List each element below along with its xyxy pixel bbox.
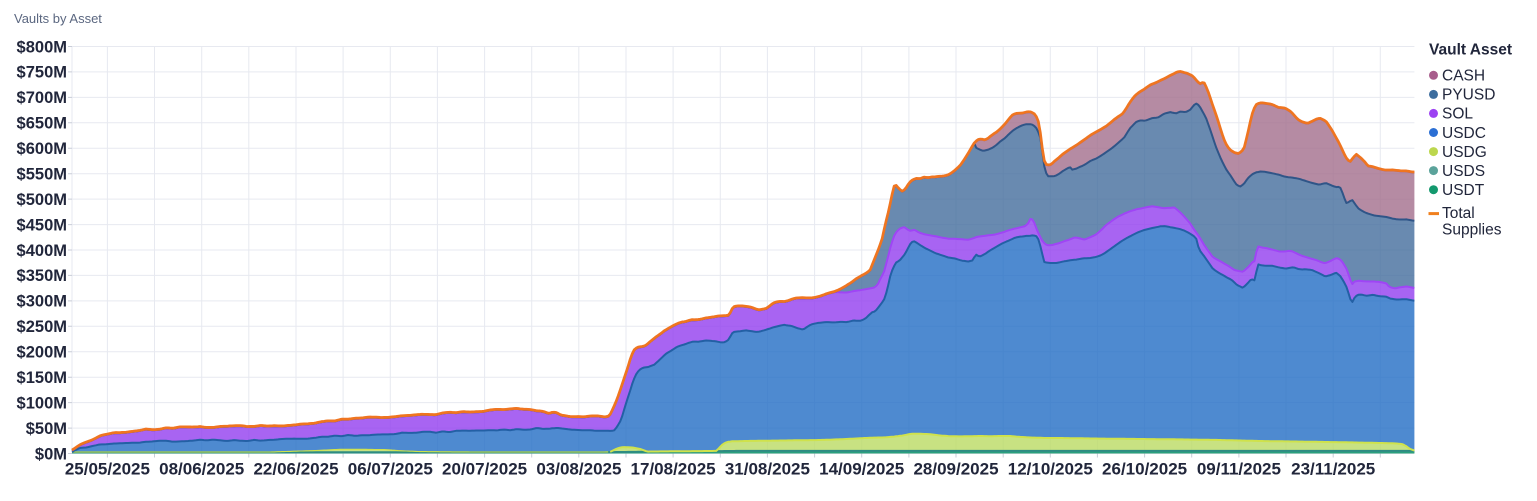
svg-text:CASH: CASH [1442,68,1485,85]
svg-text:28/09/2025: 28/09/2025 [913,460,998,479]
svg-text:22/06/2025: 22/06/2025 [253,460,338,479]
svg-text:$100M: $100M [17,394,67,412]
svg-text:$150M: $150M [17,369,67,387]
svg-text:$400M: $400M [17,242,67,260]
svg-text:25/05/2025: 25/05/2025 [65,460,150,479]
svg-text:09/11/2025: 09/11/2025 [1197,460,1281,479]
svg-text:$500M: $500M [17,191,67,209]
svg-text:$300M: $300M [17,293,67,311]
svg-text:USDC: USDC [1442,125,1486,142]
svg-text:08/06/2025: 08/06/2025 [159,460,244,479]
svg-text:$800M: $800M [17,38,67,56]
svg-text:06/07/2025: 06/07/2025 [348,460,433,479]
svg-text:$0M: $0M [35,445,67,463]
svg-text:$750M: $750M [17,64,67,82]
svg-text:$650M: $650M [17,115,67,133]
svg-text:$350M: $350M [17,267,67,285]
svg-text:Supplies: Supplies [1442,222,1502,239]
svg-text:14/09/2025: 14/09/2025 [819,460,904,479]
svg-text:Vaults by Asset: Vaults by Asset [14,11,102,26]
svg-text:20/07/2025: 20/07/2025 [442,460,527,479]
svg-text:23/11/2025: 23/11/2025 [1291,460,1375,479]
svg-text:03/08/2025: 03/08/2025 [536,460,621,479]
svg-text:17/08/2025: 17/08/2025 [631,460,716,479]
svg-text:USDT: USDT [1442,182,1485,199]
svg-text:31/08/2025: 31/08/2025 [725,460,810,479]
svg-text:$250M: $250M [17,318,67,336]
svg-text:$600M: $600M [17,140,67,158]
svg-text:USDG: USDG [1442,144,1487,161]
svg-text:USDS: USDS [1442,163,1485,180]
svg-text:$550M: $550M [17,166,67,184]
svg-text:$50M: $50M [26,420,67,438]
svg-text:Total: Total [1442,205,1475,222]
svg-text:SOL: SOL [1442,106,1473,123]
svg-text:PYUSD: PYUSD [1442,87,1495,104]
svg-text:26/10/2025: 26/10/2025 [1102,460,1187,479]
svg-text:$700M: $700M [17,89,67,107]
svg-text:$200M: $200M [17,344,67,362]
svg-text:$450M: $450M [17,216,67,234]
svg-text:Vault Asset: Vault Asset [1429,42,1512,59]
svg-text:12/10/2025: 12/10/2025 [1008,460,1093,479]
